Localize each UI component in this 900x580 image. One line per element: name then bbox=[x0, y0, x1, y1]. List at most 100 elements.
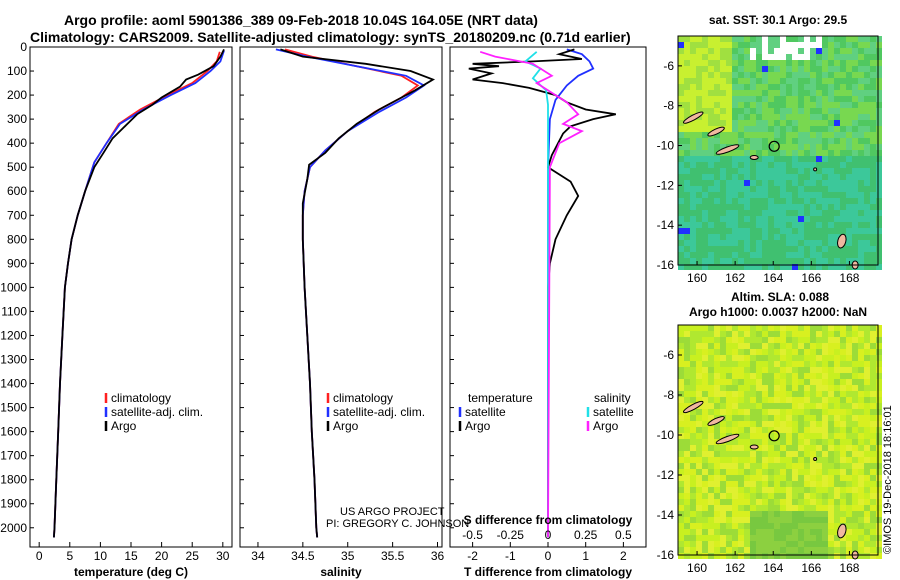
sst-map-cell bbox=[828, 144, 834, 150]
sst-map-cell bbox=[852, 156, 858, 162]
sst-map-cell bbox=[738, 54, 744, 60]
sla-map-cell bbox=[810, 325, 816, 331]
sla-map-cell bbox=[768, 403, 774, 409]
sst-map-cell bbox=[846, 126, 852, 132]
sla-map-cell bbox=[690, 379, 696, 385]
sla-map-cell bbox=[732, 367, 738, 373]
sla-map-cell bbox=[702, 385, 708, 391]
sst-map-cell bbox=[822, 246, 828, 252]
sst-map-cell bbox=[828, 54, 834, 60]
sla-map-cell bbox=[834, 349, 840, 355]
sst-map-cell bbox=[828, 132, 834, 138]
sla-map-cell bbox=[714, 457, 720, 463]
sst-map-cell bbox=[852, 48, 858, 54]
sst-map-cell bbox=[852, 210, 858, 216]
sst-map-ytick-label: -8 bbox=[663, 99, 674, 113]
sst-map-cell bbox=[876, 132, 882, 138]
sla-map-cell bbox=[804, 355, 810, 361]
sst-map-cell bbox=[762, 132, 768, 138]
sla-map-cell bbox=[834, 457, 840, 463]
pi-credit: PI: GREGORY C. JOHNSON bbox=[326, 518, 470, 530]
sst-map-cell bbox=[828, 66, 834, 72]
sla-map-cell bbox=[720, 463, 726, 469]
sla-map-cell bbox=[738, 421, 744, 427]
sst-map-cell bbox=[684, 180, 690, 186]
sla-map-cell bbox=[798, 517, 804, 523]
sst-map-cell bbox=[768, 66, 774, 72]
sla-map-cell bbox=[876, 385, 882, 391]
sla-map-cell bbox=[852, 355, 858, 361]
sla-map-cell bbox=[750, 415, 756, 421]
sst-map-cell bbox=[726, 150, 732, 156]
sst-map-cell bbox=[744, 132, 750, 138]
sla-map-cell bbox=[762, 379, 768, 385]
sla-map-cell bbox=[858, 349, 864, 355]
sst-map-cell bbox=[840, 264, 846, 270]
sla-map-cell bbox=[750, 463, 756, 469]
sla-map-cell bbox=[774, 535, 780, 541]
sst-map-cell bbox=[828, 180, 834, 186]
sla-map-cell bbox=[852, 499, 858, 505]
sst-map-cell bbox=[678, 174, 684, 180]
sst-map-cell bbox=[696, 54, 702, 60]
sst-map-cell bbox=[786, 60, 792, 66]
sst-map-cell bbox=[762, 174, 768, 180]
sst-map-cell bbox=[690, 126, 696, 132]
sla-map-cell bbox=[732, 421, 738, 427]
sst-map-cell bbox=[828, 78, 834, 84]
sla-map-cell bbox=[822, 505, 828, 511]
sla-map-cell bbox=[780, 547, 786, 553]
depth-tick-label: 0 bbox=[20, 40, 27, 54]
sst-map-cell bbox=[786, 144, 792, 150]
sst-map-cell bbox=[840, 60, 846, 66]
sla-map-cell bbox=[756, 421, 762, 427]
sla-map-cell bbox=[834, 499, 840, 505]
sla-map-cell bbox=[720, 523, 726, 529]
sla-map-cell bbox=[750, 547, 756, 553]
sst-map-cell bbox=[762, 54, 768, 60]
sla-map-cell bbox=[702, 421, 708, 427]
sla-map-cell bbox=[768, 487, 774, 493]
sst-map-cell bbox=[750, 264, 756, 270]
sla-map-cell bbox=[768, 463, 774, 469]
sla-map-cell bbox=[750, 487, 756, 493]
sla-map-cell bbox=[804, 547, 810, 553]
sla-map-cell bbox=[774, 385, 780, 391]
sla-map-cell bbox=[762, 547, 768, 553]
sst-map-cell bbox=[726, 102, 732, 108]
sla-map-cell bbox=[774, 373, 780, 379]
sla-map-cell bbox=[744, 523, 750, 529]
sla-map-cell bbox=[828, 445, 834, 451]
sst-map-cell bbox=[720, 36, 726, 42]
sla-map-cell bbox=[726, 529, 732, 535]
sst-map-cell bbox=[876, 216, 882, 222]
sla-map-cell bbox=[828, 451, 834, 457]
sla-map-cell bbox=[750, 397, 756, 403]
sla-map-cell bbox=[858, 535, 864, 541]
sla-map-cell bbox=[822, 349, 828, 355]
sst-map-cell bbox=[822, 216, 828, 222]
sst-map-cell bbox=[852, 66, 858, 72]
sla-map-cell bbox=[678, 361, 684, 367]
sst-map-cell bbox=[738, 258, 744, 264]
sst-map-cell bbox=[876, 222, 882, 228]
sla-map-cell bbox=[720, 373, 726, 379]
sst-map-cell bbox=[864, 120, 870, 126]
sla-map-cell bbox=[834, 385, 840, 391]
sst-map-cell bbox=[732, 252, 738, 258]
sst-map-cell bbox=[858, 156, 864, 162]
sst-map-cell bbox=[828, 126, 834, 132]
sla-map-cell bbox=[738, 415, 744, 421]
sla-map-cell bbox=[780, 445, 786, 451]
sst-map-cell bbox=[840, 36, 846, 42]
difference-series-temperature-argo bbox=[468, 48, 616, 538]
sst-map-cell bbox=[810, 54, 816, 60]
sst-map-cell bbox=[780, 252, 786, 258]
sla-map-cell bbox=[732, 499, 738, 505]
sst-map-cell bbox=[720, 138, 726, 144]
sst-map-cell bbox=[804, 114, 810, 120]
sla-map-cell bbox=[714, 517, 720, 523]
sla-map-cell bbox=[852, 421, 858, 427]
sst-map-cell bbox=[846, 36, 852, 42]
sla-map-cell bbox=[846, 511, 852, 517]
